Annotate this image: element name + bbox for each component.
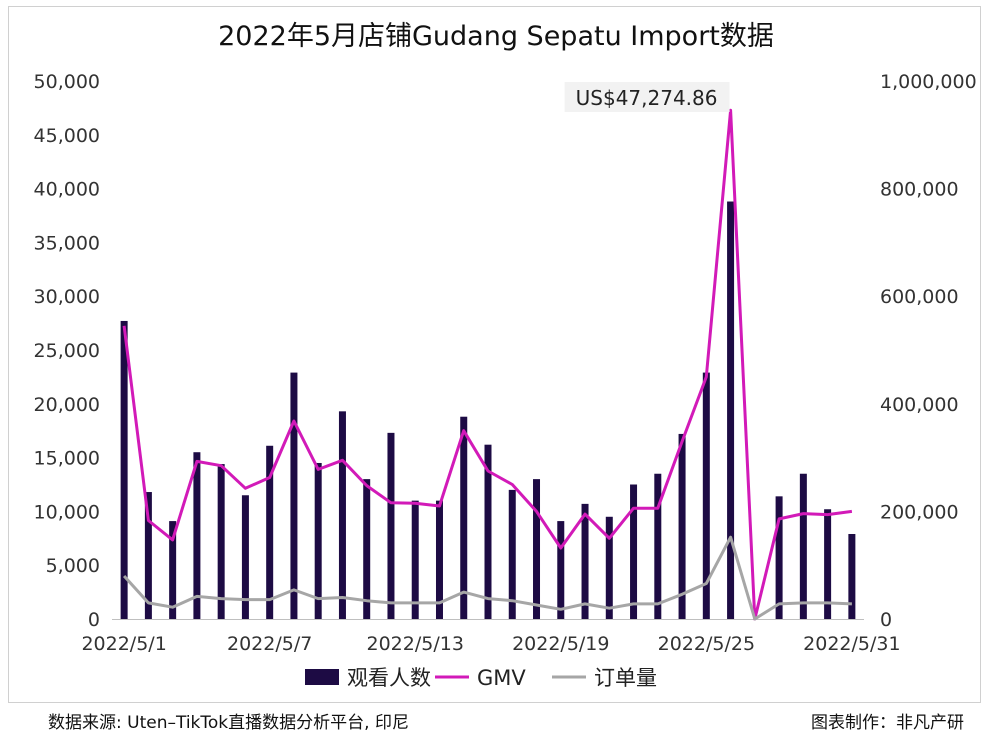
y-left-tick-label: 40,000	[34, 179, 100, 201]
bar-viewers	[144, 492, 152, 619]
bar-viewers	[484, 444, 492, 619]
bar-viewers	[314, 462, 322, 619]
bar-viewers	[217, 464, 225, 619]
bar-viewers	[193, 452, 201, 619]
y-left-tick-label: 50,000	[34, 71, 100, 93]
y-right-tick-label: 200,000	[880, 501, 959, 523]
annotation-box	[564, 82, 730, 112]
bar-viewers	[266, 445, 274, 619]
bar-viewers	[799, 473, 807, 619]
gmv-peak-annotation: US$47,274.86	[576, 86, 718, 110]
bar-viewers	[727, 201, 735, 619]
legend-swatch-bar	[305, 669, 339, 685]
gmv-line	[122, 108, 853, 621]
chart-title: 2022年5月店铺Gudang Sepatu Import数据	[218, 21, 774, 52]
y-right-tick-label: 400,000	[880, 394, 959, 416]
bar-viewers	[363, 479, 371, 619]
x-tick-label: 2022/5/13	[367, 633, 464, 655]
legend-label: GMV	[477, 666, 526, 690]
bar-viewers	[241, 495, 249, 619]
bar-viewers	[411, 500, 419, 619]
y-left-tick-label: 35,000	[34, 232, 100, 254]
chart-frame	[8, 6, 981, 703]
y-right-tick-label: 1,000,000	[880, 71, 977, 93]
x-tick-label: 2022/5/25	[658, 633, 755, 655]
bar-viewers	[848, 533, 856, 619]
bar-viewers	[824, 509, 832, 619]
y-right-tick-label: 0	[880, 609, 892, 631]
orders-line	[122, 535, 852, 621]
chart-credit: 图表制作：非凡产研	[811, 713, 964, 733]
y-left-tick-label: 20,000	[34, 394, 100, 416]
data-source-note: 数据来源: Uten–TikTok直播数据分析平台, 印尼	[48, 713, 409, 733]
y-left-tick-label: 45,000	[34, 125, 100, 147]
bar-viewers	[533, 479, 541, 619]
x-tick-label: 2022/5/7	[227, 633, 312, 655]
bar-viewers	[654, 473, 662, 619]
bar-viewers	[678, 433, 686, 619]
bar-viewers	[775, 496, 783, 619]
bar-viewers	[387, 432, 395, 619]
legend-label: 观看人数	[347, 666, 431, 690]
y-left-tick-label: 30,000	[34, 286, 100, 308]
y-right-tick-label: 600,000	[880, 286, 959, 308]
bar-viewers	[169, 521, 177, 619]
bar-viewers	[581, 503, 589, 619]
bar-viewers	[460, 416, 468, 619]
x-tick-label: 2022/5/31	[803, 633, 900, 655]
legend-label: 订单量	[594, 666, 657, 690]
bar-viewers	[120, 320, 128, 619]
y-left-tick-label: 25,000	[34, 340, 100, 362]
y-right-tick-label: 800,000	[880, 179, 959, 201]
bar-viewers	[557, 521, 565, 619]
y-left-tick-label: 5,000	[46, 555, 100, 577]
x-tick-label: 2022/5/1	[81, 633, 166, 655]
bar-viewers	[508, 489, 516, 619]
bar-viewers	[435, 500, 443, 619]
bar-viewers	[702, 372, 710, 619]
y-left-tick-label: 0	[88, 609, 100, 631]
bar-viewers	[605, 516, 613, 619]
bar-viewers	[338, 411, 346, 619]
y-left-tick-label: 15,000	[34, 448, 100, 470]
bar-viewers	[290, 372, 298, 619]
y-left-tick-label: 10,000	[34, 501, 100, 523]
bar-viewers	[630, 484, 638, 619]
x-tick-label: 2022/5/19	[512, 633, 609, 655]
